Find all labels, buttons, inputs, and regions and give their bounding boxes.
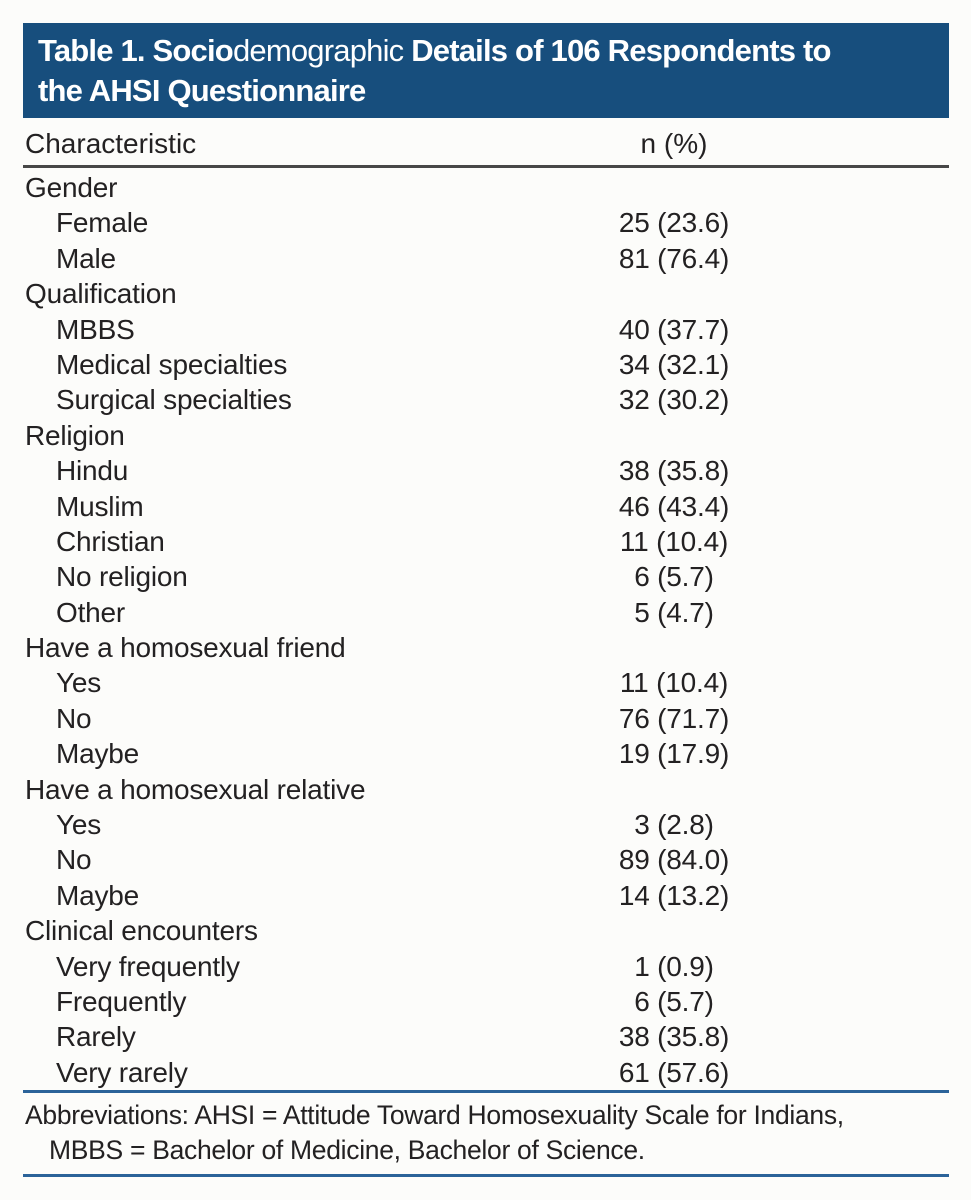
footnote-top-rule (23, 1090, 949, 1094)
table-row: MBBS 40 (37.7) (23, 312, 949, 347)
row-label: Rarely (56, 1021, 136, 1053)
row-value: 76 (71.7) (618, 702, 730, 734)
table-title-line2: the AHSI Questionnaire (38, 72, 366, 108)
table-row: Hindu 38 (35.8) (23, 453, 949, 488)
table-row: Maybe 19 (17.9) (23, 736, 949, 771)
row-value (399, 913, 949, 948)
row-label: Yes (56, 809, 102, 841)
row-label: Muslim (56, 490, 144, 522)
table-body: Gender Female 25 (23.6) Male 81 (76.4) Qualif… (23, 168, 949, 1090)
table-row: Rarely 38 (35.8) (23, 1019, 949, 1054)
table-row: Muslim 46 (43.4) (23, 489, 949, 524)
footnote-line1: Abbreviations: AHSI = Attitude Toward Ho… (25, 1100, 844, 1131)
abbreviations-footnote: Abbreviations: AHSI = Attitude Toward Ho… (23, 1093, 949, 1174)
row-value: 11 (10.4) (619, 667, 729, 699)
column-header-n-percent: n (%) (640, 128, 708, 159)
row-label: Christian (56, 525, 165, 557)
row-label: Male (56, 242, 116, 274)
title-segment-bold: Table 1. Socio (38, 32, 234, 68)
table-row: No 76 (71.7) (23, 701, 949, 736)
footnote-line2: MBBS = Bachelor of Medicine, Bachelor of… (49, 1135, 645, 1166)
row-value: 19 (17.9) (618, 738, 730, 770)
row-value: 38 (35.8) (618, 455, 730, 487)
row-label: Other (56, 596, 126, 628)
row-value: 40 (37.7) (618, 313, 730, 345)
table-row: Medical specialties 34 (32.1) (23, 347, 949, 382)
table-row: Female 25 (23.6) (23, 205, 949, 240)
row-label: Female (56, 207, 149, 239)
table-row-category: Qualification (23, 276, 949, 311)
row-value: 34 (32.1) (618, 348, 730, 380)
row-value: 6 (5.7) (634, 561, 714, 593)
row-value (399, 170, 949, 205)
row-label: Qualification (25, 278, 177, 310)
row-label: Have a homosexual friend (25, 632, 346, 664)
table-row: Yes 3 (2.8) (23, 807, 949, 842)
table-row: Christian 11 (10.4) (23, 524, 949, 559)
row-label: Maybe (56, 738, 140, 770)
table-row: Other 5 (4.7) (23, 595, 949, 630)
row-label: No religion (56, 561, 188, 593)
title-segment-bold-2: Details of 106 Respondents to (403, 32, 831, 68)
row-value: 46 (43.4) (618, 490, 730, 522)
row-value: 61 (57.6) (618, 1056, 730, 1088)
table-row: Maybe 14 (13.2) (23, 878, 949, 913)
row-label: No (56, 844, 92, 876)
row-label: Maybe (56, 879, 140, 911)
row-label: Gender (25, 172, 118, 203)
row-label: Yes (56, 667, 102, 699)
row-value: 81 (76.4) (618, 242, 730, 274)
table-row: Very rarely 61 (57.6) (23, 1055, 949, 1090)
row-value: 38 (35.8) (618, 1021, 730, 1053)
row-label: MBBS (56, 313, 135, 345)
table-row: No religion 6 (5.7) (23, 559, 949, 594)
column-header-row: Characteristic n (%) (23, 118, 949, 168)
row-label: Very rarely (56, 1056, 188, 1088)
row-value: 25 (23.6) (618, 207, 730, 239)
table-row: Very frequently 1 (0.9) (23, 949, 949, 984)
row-value: 89 (84.0) (618, 844, 730, 876)
row-value (399, 630, 949, 665)
table-row-category: Clinical encounters (23, 913, 949, 948)
table-row-category: Have a homosexual relative (23, 772, 949, 807)
table-row-category: Religion (23, 418, 949, 453)
row-label: No (56, 702, 92, 734)
table-row-category: Have a homosexual friend (23, 630, 949, 665)
row-value: 5 (4.7) (634, 596, 714, 628)
row-label: Hindu (56, 455, 129, 487)
column-header-characteristic: Characteristic (25, 128, 197, 159)
row-value: 1 (0.9) (634, 950, 714, 982)
row-label: Religion (25, 419, 125, 451)
row-label: Medical specialties (56, 348, 288, 380)
row-label: Frequently (56, 985, 187, 1017)
row-value: 32 (30.2) (618, 384, 730, 416)
table-row: Yes 11 (10.4) (23, 665, 949, 700)
table-row: No 89 (84.0) (23, 842, 949, 877)
row-value: 6 (5.7) (634, 985, 714, 1017)
row-value: 11 (10.4) (619, 525, 729, 557)
row-value: 14 (13.2) (618, 879, 730, 911)
footnote-bottom-rule (23, 1174, 949, 1178)
title-segment-regular: demographic (232, 32, 404, 68)
table-row: Surgical specialties 32 (30.2) (23, 382, 949, 417)
row-label: Very frequently (56, 950, 240, 982)
row-label: Surgical specialties (56, 384, 292, 416)
row-value: 3 (2.8) (634, 809, 714, 841)
table-row: Male 81 (76.4) (23, 241, 949, 276)
table-title-line1: Table 1. Sociodemographic Details of 106… (38, 31, 934, 71)
table-row: Frequently 6 (5.7) (23, 984, 949, 1019)
table-container: Table 1. Sociodemographic Details of 106… (23, 23, 949, 1178)
table-title-band: Table 1. Sociodemographic Details of 106… (23, 23, 949, 118)
row-value (399, 418, 949, 453)
row-label: Have a homosexual relative (25, 773, 366, 805)
row-value (399, 276, 949, 311)
row-label: Clinical encounters (25, 915, 258, 947)
table-row-category: Gender (23, 170, 949, 205)
row-value (399, 772, 949, 807)
